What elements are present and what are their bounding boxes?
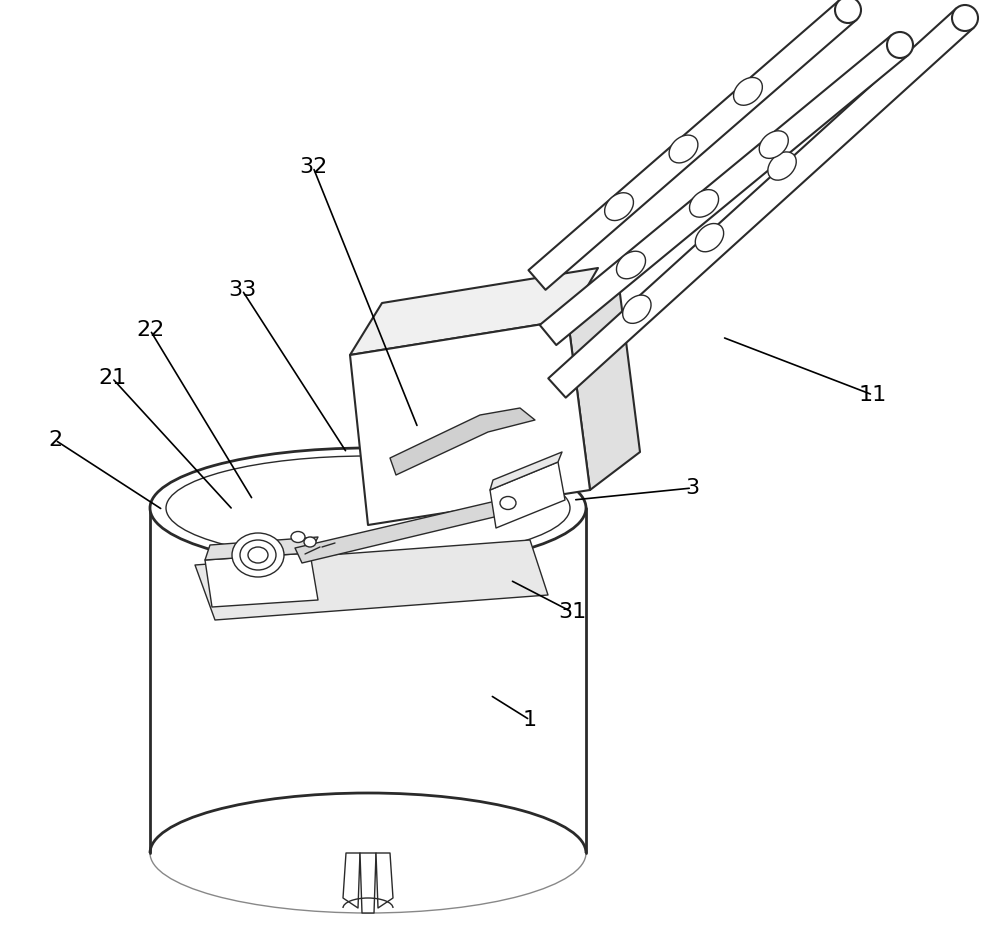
Text: 1: 1 (523, 710, 537, 730)
Polygon shape (490, 462, 565, 528)
Ellipse shape (291, 531, 305, 542)
Text: 33: 33 (228, 280, 256, 300)
Polygon shape (376, 853, 393, 908)
Ellipse shape (734, 78, 762, 105)
Polygon shape (540, 35, 908, 345)
Polygon shape (360, 853, 376, 913)
Ellipse shape (304, 537, 316, 547)
Ellipse shape (616, 251, 646, 278)
Ellipse shape (835, 0, 861, 23)
Ellipse shape (232, 533, 284, 577)
Ellipse shape (768, 152, 796, 180)
Ellipse shape (605, 193, 633, 220)
Polygon shape (150, 508, 586, 853)
Polygon shape (195, 540, 548, 620)
Text: 22: 22 (136, 320, 164, 340)
Polygon shape (390, 408, 535, 475)
Ellipse shape (669, 135, 698, 162)
Ellipse shape (695, 223, 724, 252)
Polygon shape (548, 9, 974, 398)
Text: 31: 31 (558, 602, 586, 622)
Ellipse shape (952, 5, 978, 31)
Ellipse shape (623, 295, 651, 323)
Polygon shape (350, 268, 598, 355)
Polygon shape (350, 320, 590, 525)
Text: 2: 2 (48, 430, 62, 450)
Ellipse shape (759, 131, 788, 159)
Polygon shape (528, 0, 857, 290)
Ellipse shape (500, 497, 516, 509)
Text: 21: 21 (98, 368, 126, 388)
Text: 32: 32 (299, 157, 327, 177)
Polygon shape (568, 278, 640, 490)
Polygon shape (205, 537, 318, 560)
Ellipse shape (690, 190, 719, 218)
Polygon shape (205, 553, 318, 607)
Polygon shape (490, 452, 562, 490)
Polygon shape (295, 493, 536, 563)
Text: 11: 11 (859, 385, 887, 405)
Polygon shape (343, 853, 360, 908)
Text: 3: 3 (685, 478, 699, 498)
Ellipse shape (887, 32, 913, 58)
Ellipse shape (150, 448, 586, 568)
